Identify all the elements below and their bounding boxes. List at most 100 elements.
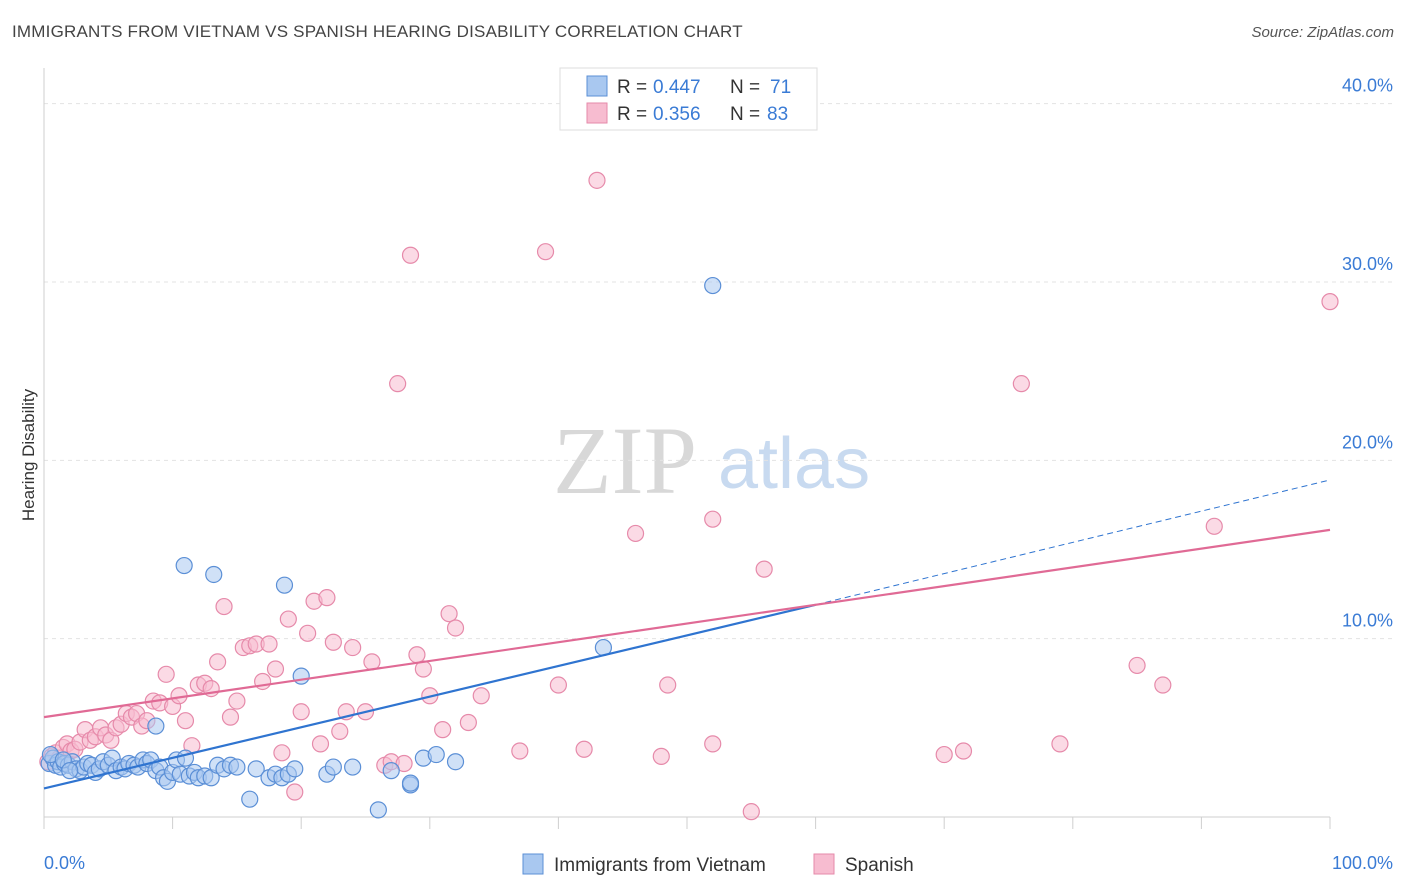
x-tick-label-max: 100.0% <box>1332 853 1393 873</box>
spanish-point <box>324 633 342 651</box>
vietnam-point <box>344 758 362 776</box>
vietnam-point <box>275 576 294 594</box>
trend-lines <box>43 479 1331 790</box>
spanish-point <box>935 745 953 764</box>
vietnam-point <box>241 790 259 808</box>
spanish-point <box>472 687 490 705</box>
spanish-point <box>459 713 477 732</box>
vietnam-point <box>369 801 387 819</box>
vietnam-point <box>61 762 79 780</box>
spanish-point <box>176 712 195 730</box>
legend-n-value-vietnam: 71 <box>770 77 791 98</box>
spanish-point <box>1154 676 1172 694</box>
spanish-point <box>331 722 349 741</box>
vietnam-point <box>401 774 420 792</box>
spanish-point <box>292 703 310 721</box>
x-axis-ticks <box>43 817 1331 829</box>
spanish-point <box>209 653 227 671</box>
spanish-point <box>434 721 452 739</box>
spanish-point <box>344 638 362 657</box>
spanish-point <box>536 243 555 261</box>
spanish-point <box>1205 517 1223 535</box>
spanish-point <box>704 510 722 528</box>
spanish-point <box>1321 293 1339 311</box>
source-credit: Source: ZipAtlas.com <box>1251 24 1394 41</box>
chart-title: IMMIGRANTS FROM VIETNAM VS SPANISH HEARI… <box>12 22 743 41</box>
y-tick-label: 10.0% <box>1342 611 1393 631</box>
spanish-point <box>311 735 330 753</box>
spanish-trend-line <box>43 528 1331 719</box>
vietnam-point <box>704 276 722 295</box>
legend-r-label-spanish: R = <box>617 104 647 125</box>
legend-r-value-spanish: 0.356 <box>653 104 701 125</box>
spanish-point <box>273 744 291 762</box>
y-axis-label: Hearing Disability <box>19 388 38 521</box>
series-vietnam-points <box>40 276 722 819</box>
legend-n-label-spanish: N = <box>730 104 760 125</box>
legend-swatch-spanish <box>586 102 608 124</box>
spanish-point <box>742 803 760 821</box>
spanish-point <box>440 605 458 623</box>
watermark-atlas: atlas <box>718 424 870 504</box>
spanish-point <box>299 624 317 642</box>
vietnam-point <box>247 760 265 778</box>
spanish-point <box>286 783 304 801</box>
spanish-point <box>575 740 593 758</box>
vietnam-point <box>324 758 342 776</box>
spanish-point <box>389 375 407 393</box>
vietnam-point <box>228 758 246 776</box>
spanish-point <box>659 676 677 694</box>
spanish-point <box>1128 656 1146 675</box>
spanish-point <box>401 246 420 264</box>
y-tick-label: 30.0% <box>1342 254 1393 274</box>
legend-r-label-vietnam: R = <box>617 77 647 98</box>
x-tick-label-min: 0.0% <box>44 853 85 873</box>
y-tick-label: 20.0% <box>1342 432 1393 452</box>
legend-box: R = 0.447 N = 71 R = 0.356 N = 83 <box>559 67 818 131</box>
vietnam-point <box>382 762 400 780</box>
spanish-point <box>318 589 336 607</box>
bottom-legend-label-vietnam: Immigrants from Vietnam <box>554 855 766 876</box>
spanish-point <box>408 646 426 664</box>
spanish-point <box>266 660 285 678</box>
spanish-point <box>626 524 645 543</box>
spanish-point <box>363 653 381 671</box>
bottom-legend-swatch-vietnam <box>522 853 544 875</box>
vietnam-trend-line <box>43 603 816 790</box>
vietnam-point <box>147 717 165 735</box>
spanish-point <box>215 597 233 616</box>
spanish-point <box>221 708 240 726</box>
gridlines <box>44 103 1393 640</box>
spanish-point <box>588 171 606 189</box>
spanish-point <box>954 742 973 760</box>
spanish-point <box>228 692 246 710</box>
spanish-point <box>549 676 568 694</box>
vietnam-point <box>292 667 310 685</box>
vietnam-point <box>175 556 193 575</box>
spanish-point <box>511 742 529 760</box>
spanish-point <box>279 610 297 628</box>
bottom-legend: Immigrants from Vietnam Spanish <box>522 853 914 876</box>
spanish-point <box>395 754 413 773</box>
legend-swatch-vietnam <box>586 75 608 97</box>
spanish-point <box>755 560 773 578</box>
legend-r-value-vietnam: 0.447 <box>653 77 701 98</box>
legend-n-label-vietnam: N = <box>730 77 760 98</box>
vietnam-point <box>446 753 465 771</box>
watermark-zip: ZIP <box>553 407 697 514</box>
vietnam-point <box>427 745 445 764</box>
vietnam-point <box>286 760 304 778</box>
y-axis-tick-labels: 10.0% 20.0% 30.0% 40.0% <box>1342 76 1393 631</box>
vietnam-point <box>205 565 223 584</box>
spanish-point <box>1051 735 1069 753</box>
spanish-point <box>652 747 670 765</box>
spanish-point <box>157 665 175 683</box>
spanish-point <box>446 619 465 637</box>
spanish-point <box>1012 375 1030 393</box>
vietnam-trend-extension <box>815 479 1331 606</box>
y-tick-label: 40.0% <box>1342 76 1393 96</box>
spanish-point <box>260 635 278 653</box>
legend-n-value-spanish: 83 <box>767 104 788 125</box>
bottom-legend-swatch-spanish <box>813 853 835 875</box>
